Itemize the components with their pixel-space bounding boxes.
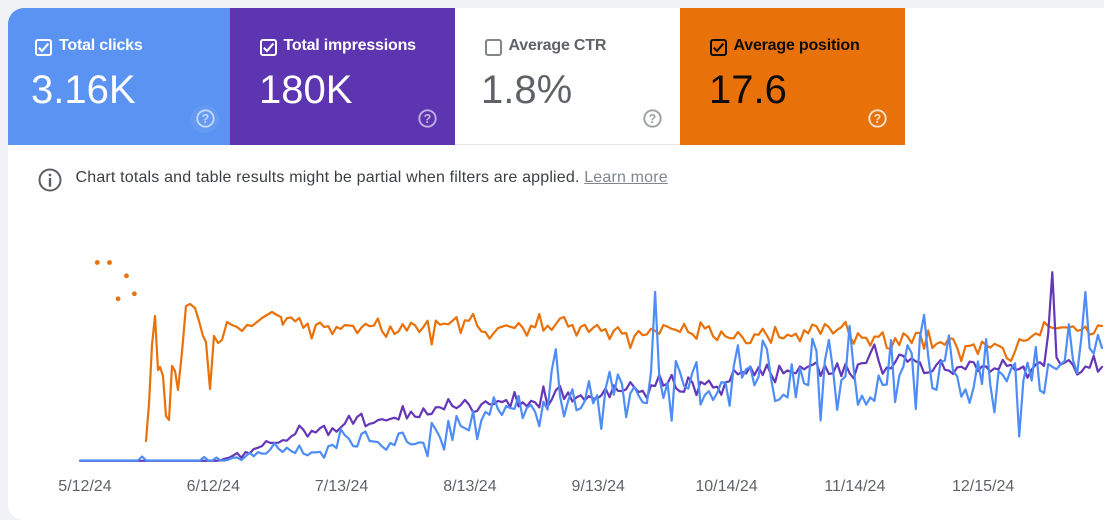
svg-text:12/15/24: 12/15/24 <box>952 478 1014 495</box>
svg-text:?: ? <box>202 112 210 126</box>
svg-text:8/13/24: 8/13/24 <box>443 478 496 495</box>
svg-text:?: ? <box>424 112 432 126</box>
svg-text:11/14/24: 11/14/24 <box>824 478 885 495</box>
svg-text:?: ? <box>874 112 882 126</box>
svg-text:7/13/24: 7/13/24 <box>315 478 368 495</box>
svg-text:5/12/24: 5/12/24 <box>58 478 111 495</box>
svg-text:9/13/24: 9/13/24 <box>572 478 625 495</box>
svg-text:?: ? <box>649 112 657 126</box>
svg-text:10/14/24: 10/14/24 <box>695 478 757 495</box>
svg-text:6/12/24: 6/12/24 <box>187 478 240 495</box>
